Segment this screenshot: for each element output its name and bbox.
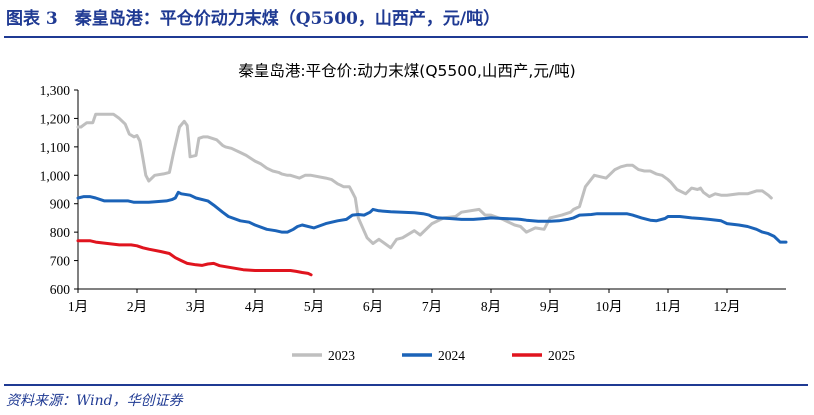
figure-title: 图表 3 秦皇岛港：平仓价动力末煤（Q5500，山西产，元/吨）: [6, 9, 501, 29]
y-tick-label: 1,000: [40, 168, 71, 183]
bottom-divider: [4, 384, 808, 386]
chart-title: 秦皇岛港:平仓价:动力末煤(Q5500,山西产,元/吨): [238, 62, 575, 80]
series-line-2025: [76, 239, 313, 277]
x-tick-label: 11月: [655, 299, 682, 314]
y-tick-label: 1,100: [40, 140, 71, 155]
x-tick-label: 4月: [245, 299, 265, 314]
x-tick-label: 12月: [714, 299, 741, 314]
x-tick-label: 9月: [540, 299, 560, 314]
legend-label-2024: 2024: [438, 348, 465, 363]
legend: 2023 2024 2025: [292, 348, 575, 363]
y-tick-label: 1,200: [40, 111, 71, 126]
x-tick-label: 3月: [186, 299, 206, 314]
x-tick-label: 2月: [127, 299, 147, 314]
series-line-2023: [76, 112, 773, 250]
source-note: 资料来源：Wind，华创证券: [6, 393, 183, 409]
series-layer: [76, 112, 788, 277]
x-tick-label: 10月: [596, 299, 623, 314]
top-divider: [4, 36, 808, 38]
line-chart: 秦皇岛港:平仓价:动力末煤(Q5500,山西产,元/吨) 600 700 800 90…: [40, 62, 788, 363]
x-tick-label: 8月: [481, 299, 501, 314]
x-axis-ticks: 1月 2月 3月 4月 5月 6月 7月 8月 9月 10月 11月 12月: [68, 289, 741, 314]
y-axis-ticks: 600 700 800 900 1,000 1,100 1,200 1,300: [40, 83, 78, 297]
series-line-2024: [76, 190, 788, 244]
x-tick-label: 6月: [363, 299, 383, 314]
y-tick-label: 800: [50, 225, 71, 240]
y-tick-label: 1,300: [40, 83, 71, 98]
x-tick-label: 7月: [422, 299, 442, 314]
y-tick-label: 700: [50, 254, 71, 269]
legend-label-2023: 2023: [328, 348, 355, 363]
x-tick-label: 5月: [304, 299, 324, 314]
y-tick-label: 600: [50, 282, 71, 297]
x-tick-label: 1月: [68, 299, 88, 314]
y-tick-label: 900: [50, 197, 71, 212]
legend-label-2025: 2025: [548, 348, 575, 363]
